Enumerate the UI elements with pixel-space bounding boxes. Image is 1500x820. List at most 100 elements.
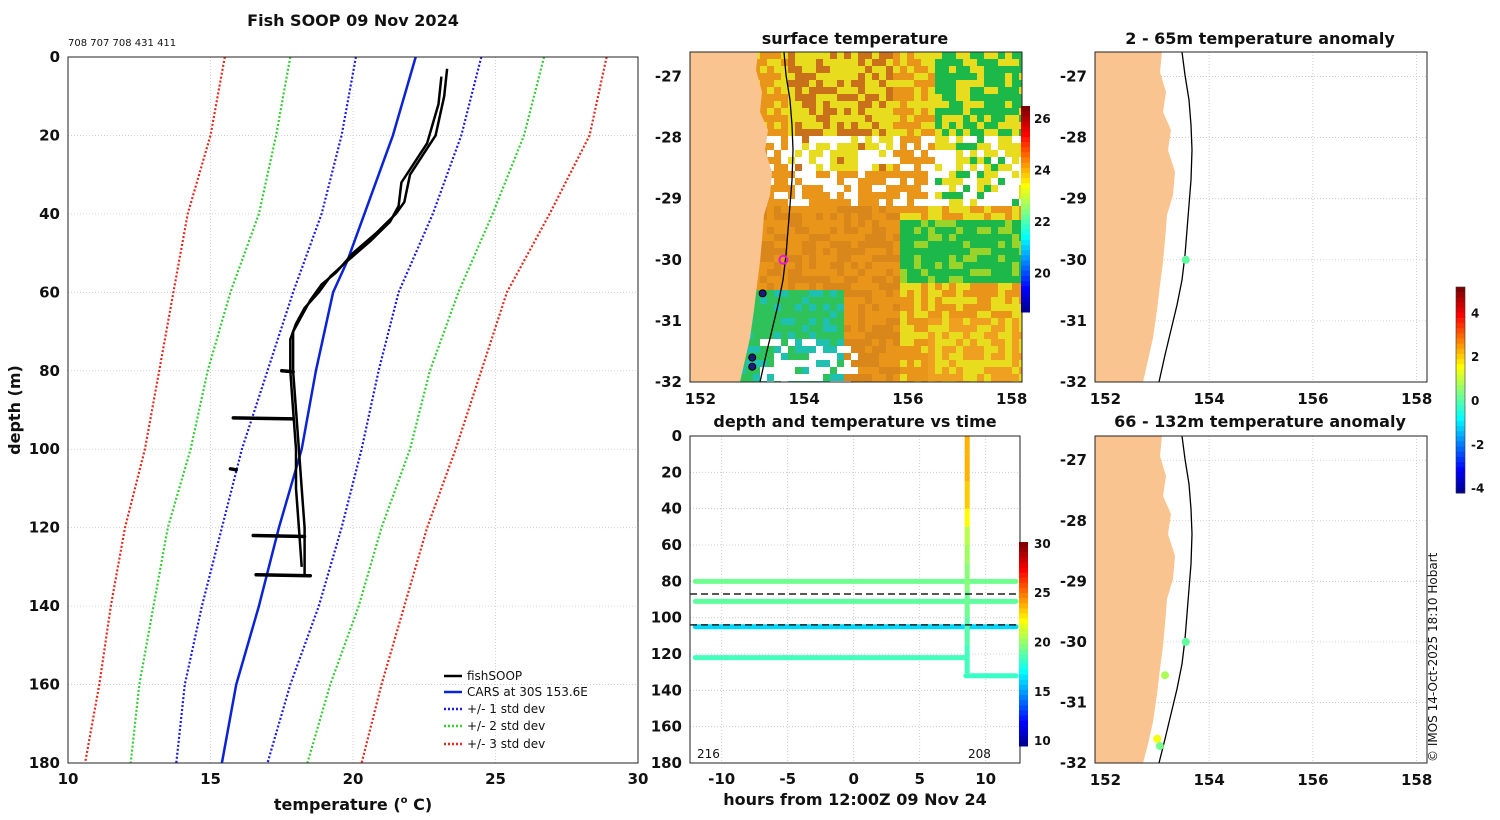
sst-cell xyxy=(949,220,956,227)
sst-colorbar-segment xyxy=(1021,188,1030,195)
sst-cell xyxy=(781,87,788,94)
map-lat-tick: -29 xyxy=(1060,190,1087,208)
sst-cell xyxy=(977,339,984,346)
sst-cell xyxy=(837,213,844,220)
sst-cell xyxy=(802,255,809,262)
timeseries-annotation-end: 208 xyxy=(968,747,991,761)
sst-cell xyxy=(977,192,984,199)
sst-cell xyxy=(886,248,893,255)
sst-cell xyxy=(851,108,858,115)
sst-cell xyxy=(977,157,984,164)
sst-cell xyxy=(858,367,865,374)
sst-cell xyxy=(963,94,970,101)
sst-cell xyxy=(816,108,823,115)
sst-cell xyxy=(886,59,893,66)
sst-cell xyxy=(942,346,949,353)
sst-cell xyxy=(858,101,865,108)
sst-cell xyxy=(998,325,1005,332)
sst-cell xyxy=(760,283,767,290)
sst-cell xyxy=(837,318,844,325)
sst-cell xyxy=(928,192,935,199)
sst-cell xyxy=(991,241,998,248)
anomaly-colorbar-segment xyxy=(1456,302,1465,309)
sst-cell xyxy=(851,150,858,157)
sst-cell xyxy=(767,276,774,283)
sst-cell xyxy=(844,367,851,374)
sst-cell xyxy=(886,262,893,269)
map-lon-tick: 156 xyxy=(1297,390,1328,408)
sst-cell xyxy=(991,339,998,346)
sst-cell xyxy=(816,360,823,367)
sst-cell xyxy=(830,185,837,192)
sst-cell xyxy=(886,136,893,143)
sst-cell xyxy=(879,276,886,283)
sst-cell xyxy=(830,227,837,234)
sst-cell xyxy=(914,269,921,276)
sst-cell xyxy=(767,87,774,94)
sst-cell xyxy=(907,339,914,346)
sst-cell xyxy=(774,248,781,255)
sst-cell xyxy=(963,157,970,164)
sst-cell xyxy=(788,374,795,381)
sst-cell xyxy=(830,73,837,80)
sst-cell xyxy=(963,206,970,213)
sst-cell xyxy=(872,234,879,241)
sst-cell xyxy=(788,80,795,87)
sst-cell xyxy=(767,290,774,297)
sst-cell xyxy=(802,283,809,290)
sst-cell xyxy=(837,87,844,94)
sst-cell xyxy=(858,262,865,269)
sst-cell xyxy=(858,269,865,276)
sst-cell xyxy=(963,164,970,171)
sst-cell xyxy=(914,101,921,108)
sst-cell xyxy=(949,171,956,178)
sst-cell xyxy=(830,66,837,73)
sst-cell xyxy=(942,311,949,318)
sst-cell xyxy=(879,115,886,122)
sst-cell xyxy=(956,192,963,199)
sst-cell xyxy=(830,241,837,248)
sst-cell xyxy=(851,59,858,66)
sst-cell xyxy=(942,269,949,276)
sst-cell xyxy=(802,108,809,115)
sst-cell xyxy=(1005,94,1012,101)
sst-cell xyxy=(921,346,928,353)
timeseries-chart: depth and temperature vs time -10 -5 0 5 100… xyxy=(651,412,1051,809)
map-lon-tick: 156 xyxy=(892,390,923,408)
sst-cell xyxy=(991,297,998,304)
timeseries-colorbar-segment xyxy=(1019,623,1028,630)
sst-cell xyxy=(760,297,767,304)
sst-cell xyxy=(935,360,942,367)
sst-cell xyxy=(984,157,991,164)
sst-cell xyxy=(928,178,935,185)
sst-cell xyxy=(823,52,830,59)
timeseries-colorbar-segment xyxy=(1019,674,1028,681)
sst-cell xyxy=(1005,374,1012,381)
sst-cell xyxy=(893,136,900,143)
sst-cell xyxy=(998,129,1005,136)
sst-cell xyxy=(956,325,963,332)
sst-cell xyxy=(942,136,949,143)
sst-cell xyxy=(788,150,795,157)
sst-cell xyxy=(858,94,865,101)
sst-cell xyxy=(837,311,844,318)
sst-cell xyxy=(774,101,781,108)
profile-series xyxy=(84,57,608,763)
sst-cell xyxy=(865,241,872,248)
sst-cell xyxy=(816,122,823,129)
map-lon-tick: 158 xyxy=(1401,390,1432,408)
sst-cell xyxy=(858,213,865,220)
sst-cell xyxy=(970,73,977,80)
sst-cell xyxy=(760,262,767,269)
sst-cell xyxy=(830,157,837,164)
sst-colorbar-segment xyxy=(1021,198,1030,205)
sst-cell xyxy=(893,374,900,381)
sst-cell xyxy=(802,318,809,325)
sst-cell xyxy=(1012,136,1019,143)
timeseries-y-tick: 180 xyxy=(651,754,682,772)
sst-cell xyxy=(816,101,823,108)
sst-cell xyxy=(823,101,830,108)
sst-cell xyxy=(795,87,802,94)
sst-cell xyxy=(977,325,984,332)
